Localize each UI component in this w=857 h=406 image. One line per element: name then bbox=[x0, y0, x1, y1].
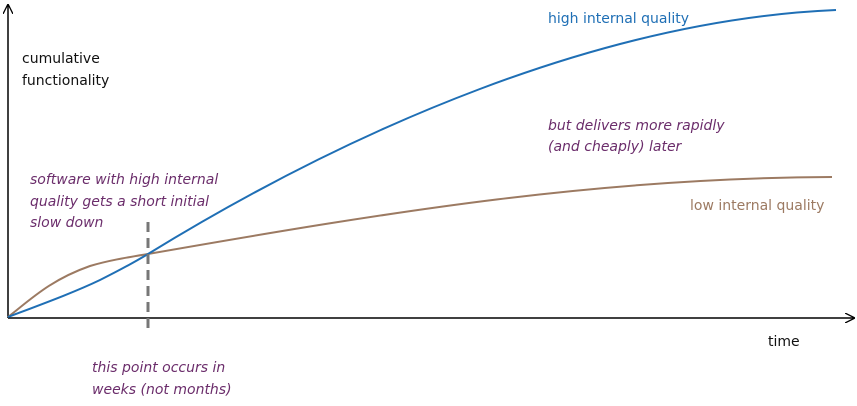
annotation: weeks (not months) bbox=[92, 382, 232, 398]
y-axis-label: functionality bbox=[22, 73, 109, 89]
high-quality-curve bbox=[7, 9, 837, 318]
annotation: software with high internal bbox=[30, 172, 218, 188]
annotation: slow down bbox=[30, 215, 103, 231]
curve-label: low internal quality bbox=[690, 198, 824, 214]
curve-label: high internal quality bbox=[548, 11, 689, 27]
low-quality-curve bbox=[7, 176, 833, 318]
annotation: (and cheaply) later bbox=[548, 139, 683, 155]
annotation: but delivers more rapidly bbox=[548, 118, 725, 134]
annotation: this point occurs in bbox=[92, 360, 225, 376]
annotation: quality gets a short initial bbox=[30, 194, 209, 210]
x-axis-label: time bbox=[768, 334, 800, 350]
y-axis-label: cumulative bbox=[22, 51, 100, 67]
